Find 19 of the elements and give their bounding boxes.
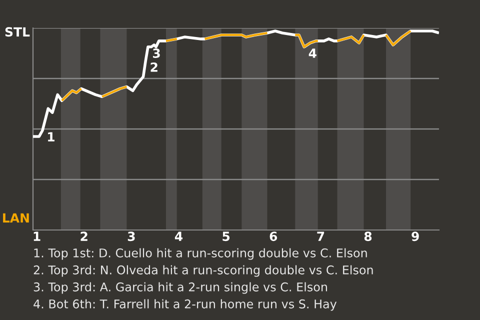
- x-tick-label: 9: [412, 232, 419, 242]
- text: 1. Top 1st: D. Cuello hit a run-scoring double vs C. Elson: [34, 248, 367, 260]
- x-tick-label: 3: [128, 232, 135, 242]
- x-tick-label: 5: [222, 232, 230, 242]
- text: STL: [5, 27, 30, 37]
- annotation: 3: [152, 48, 160, 58]
- x-tick-label: 8: [364, 232, 372, 242]
- annotation: 2: [150, 62, 158, 72]
- x-tick-label: 2: [80, 232, 88, 241]
- annotation: 4: [308, 48, 316, 58]
- annotation: 1: [48, 132, 54, 142]
- text: 2. Top 3rd: N. Olveda hit a run-scoring double vs C. Elson: [34, 265, 373, 277]
- x-tick-label: 1: [34, 232, 40, 241]
- x-tick-label: 4: [174, 232, 183, 241]
- text: LAN: [3, 213, 29, 222]
- text: 4. Bot 6th: T. Farrell hit a 2-run home run vs S. Hay: [34, 299, 337, 311]
- x-tick-label: 7: [317, 232, 324, 241]
- text: 3. Top 3rd: A. Garcia hit a 2-run single vs C. Elson: [34, 282, 327, 294]
- x-tick-label: 6: [270, 232, 278, 242]
